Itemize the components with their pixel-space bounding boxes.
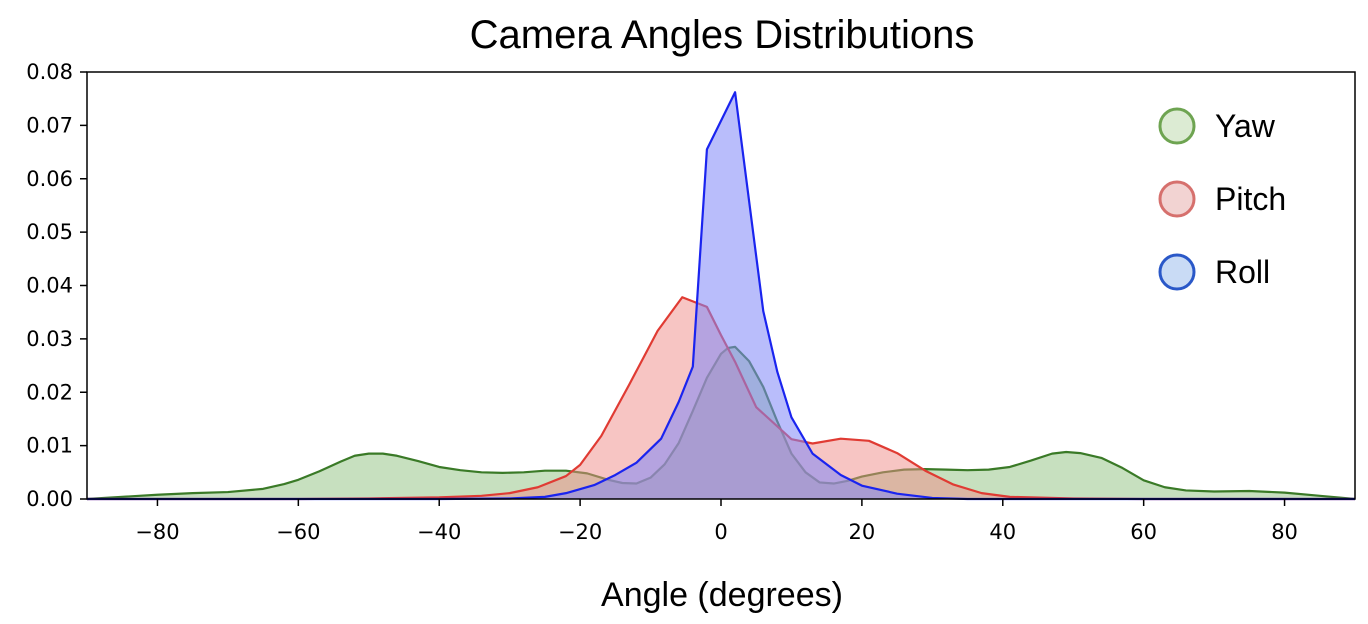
y-tick-label: 0.04: [26, 274, 73, 298]
legend-marker-yaw: [1158, 107, 1196, 145]
y-tick-label: 0.07: [26, 113, 73, 137]
legend: Yaw Pitch Roll: [1158, 107, 1286, 291]
series-line-roll: [87, 91, 1355, 501]
y-tick-label: 0.00: [26, 487, 73, 511]
chart-title: Camera Angles Distributions: [470, 13, 975, 57]
x-tick-label: −60: [276, 520, 320, 544]
x-tick-label: −80: [135, 520, 179, 544]
x-tick-label: −40: [417, 520, 461, 544]
y-axis: 0.00 0.01 0.02 0.03 0.04 0.05 0.06 0.07 0.08: [26, 60, 87, 511]
legend-item-roll: Roll: [1158, 253, 1270, 291]
legend-item-pitch: Pitch: [1158, 180, 1286, 218]
x-tick-label: 60: [1130, 520, 1157, 544]
x-tick-label: 40: [989, 520, 1016, 544]
legend-label-pitch: Pitch: [1215, 181, 1286, 217]
y-tick-label: 0.03: [26, 327, 73, 351]
legend-item-yaw: Yaw: [1158, 107, 1276, 145]
legend-marker-pitch: [1158, 180, 1196, 218]
legend-label-roll: Roll: [1215, 254, 1270, 290]
plot-frame: [86, 71, 1356, 500]
y-tick-label: 0.01: [26, 434, 73, 458]
y-tick-label: 0.06: [26, 167, 73, 191]
series-area-roll: [87, 92, 1355, 499]
series-roll: [87, 91, 1355, 501]
x-tick-label: 80: [1271, 520, 1298, 544]
y-tick-label: 0.02: [26, 380, 73, 404]
x-tick-label: −20: [558, 520, 602, 544]
x-axis: −80 −60 −40 −20 0 20 40 60 80: [135, 499, 1298, 544]
x-tick-label: 20: [849, 520, 876, 544]
plot-area: [86, 91, 1356, 501]
legend-marker-roll: [1158, 253, 1196, 291]
y-tick-label: 0.08: [26, 60, 73, 84]
legend-label-yaw: Yaw: [1215, 108, 1276, 144]
x-axis-label: Angle (degrees): [601, 576, 843, 614]
x-tick-label: 0: [714, 520, 727, 544]
y-tick-label: 0.05: [26, 220, 73, 244]
